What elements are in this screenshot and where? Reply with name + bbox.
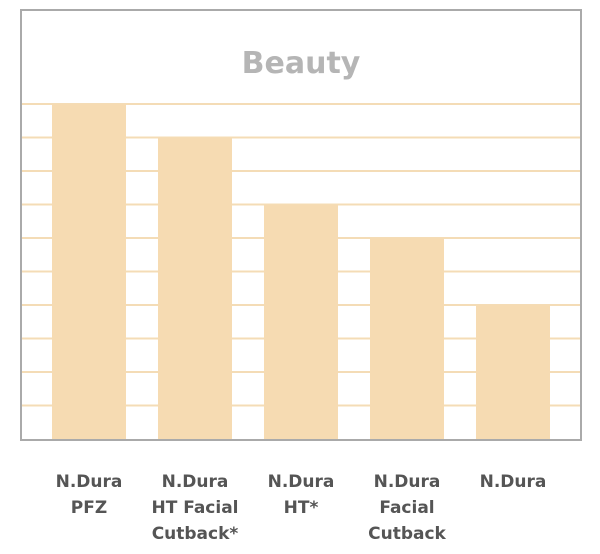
bar xyxy=(52,104,126,439)
x-axis-labels: N.Dura PFZ N.Dura HT Facial Cutback* N.Dura HT… xyxy=(56,472,547,544)
x-tick-label-line: HT Facial xyxy=(151,498,238,518)
chart-title: Beauty xyxy=(242,46,361,81)
x-tick-label-line: N.Dura xyxy=(162,472,229,492)
x-tick-label-line: Cutback* xyxy=(152,524,239,544)
x-tick-label-line: N.Dura xyxy=(268,472,335,492)
x-tick-label-line: PFZ xyxy=(71,498,107,518)
bar xyxy=(370,238,444,439)
x-tick-label-line: N.Dura xyxy=(374,472,441,492)
x-tick-label: N.Dura Facial Cutback xyxy=(368,472,446,544)
bar xyxy=(158,137,232,439)
bars xyxy=(52,104,550,439)
x-tick-label: N.Dura PFZ xyxy=(56,472,123,518)
x-tick-label-line: HT* xyxy=(284,498,319,518)
x-tick-label: N.Dura HT* xyxy=(268,472,335,518)
x-tick-label: N.Dura xyxy=(480,472,547,492)
x-tick-label: N.Dura HT Facial Cutback* xyxy=(151,472,238,544)
bar xyxy=(476,305,550,439)
x-tick-label-line: N.Dura xyxy=(56,472,123,492)
x-tick-label-line: N.Dura xyxy=(480,472,547,492)
x-tick-label-line: Cutback xyxy=(368,524,446,544)
bar xyxy=(264,204,338,439)
x-tick-label-line: Facial xyxy=(379,498,434,518)
